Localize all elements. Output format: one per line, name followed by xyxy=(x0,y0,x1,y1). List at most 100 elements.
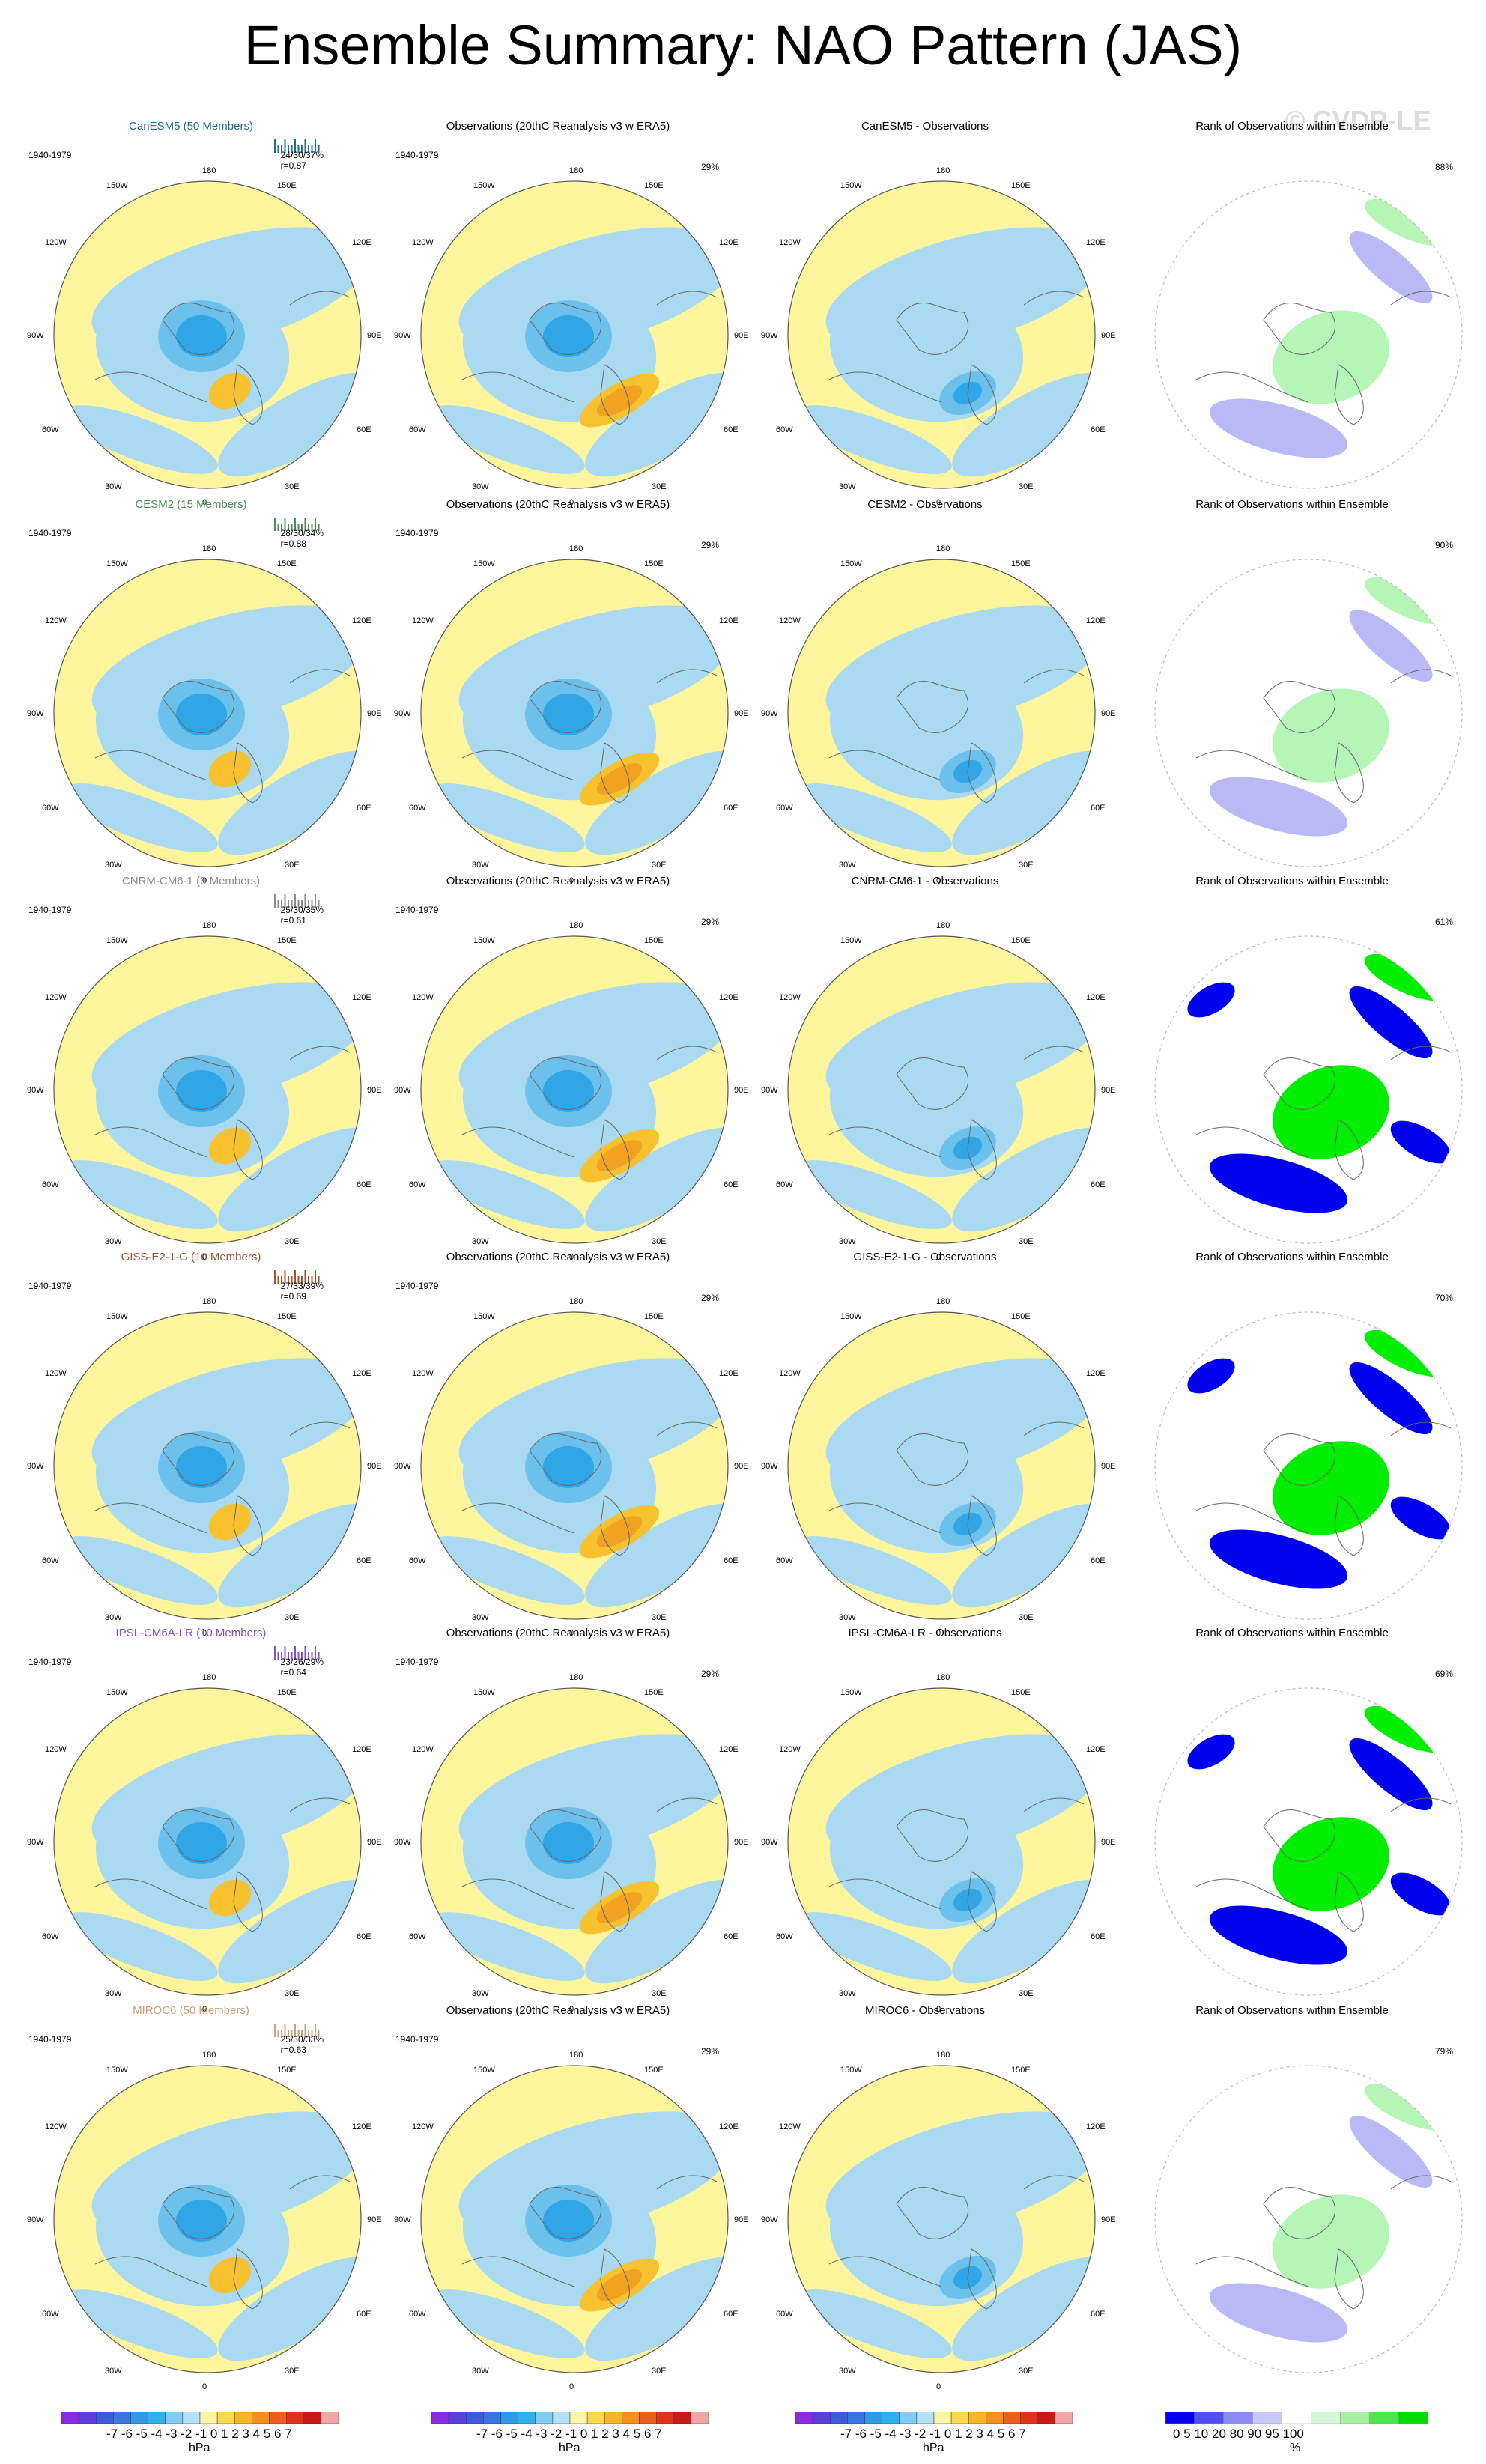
panel-rank-row-1: Rank of Observations within Ensemble 88% xyxy=(1123,120,1463,489)
negative-anomaly-core xyxy=(543,1446,594,1488)
longitude-label: 0 xyxy=(202,2382,207,2391)
rank-high-region xyxy=(1273,1817,1389,1911)
longitude-label: 90W xyxy=(394,1838,411,1847)
longitude-label: 60W xyxy=(409,1180,426,1189)
ensemble-stats: 25/30/33% r=0.63 xyxy=(281,2034,324,2055)
panel-obs-row-4: Observations (20thC Reanalysis v3 w ERA5… xyxy=(389,1251,749,1638)
longitude-label: 150E xyxy=(1011,1312,1031,1321)
colorbar-swatch xyxy=(113,2411,131,2424)
coastline xyxy=(94,291,351,425)
longitude-label: 0 xyxy=(202,498,207,507)
longitude-label: 60W xyxy=(409,1932,426,1941)
colorbar-swatch xyxy=(199,2411,218,2424)
longitude-label: 150E xyxy=(644,559,664,568)
longitude-label: 120W xyxy=(779,2122,801,2131)
longitude-label: 90W xyxy=(27,331,44,340)
period-label: 1940-1979 xyxy=(395,1281,439,1291)
rank-low-region xyxy=(1209,1153,1348,1213)
polar-map xyxy=(53,1687,362,1996)
longitude-label: 120E xyxy=(1086,1369,1106,1378)
longitude-label: 60E xyxy=(1091,2310,1106,2319)
map-border xyxy=(53,559,362,867)
longitude-label: 30W xyxy=(839,1613,856,1622)
polar-map xyxy=(1154,1687,1463,1996)
longitude-label: 30E xyxy=(652,2367,667,2376)
longitude-label: 60E xyxy=(724,1556,739,1565)
longitude-label: 150W xyxy=(473,936,495,945)
ensemble-spread-ticks xyxy=(274,894,320,908)
coastline xyxy=(1195,1797,1452,1932)
coastline xyxy=(94,669,351,804)
panel-rank-row-3: Rank of Observations within Ensemble 61% xyxy=(1123,875,1463,1244)
panel-title: Rank of Observations within Ensemble xyxy=(1195,1627,1389,1639)
map-border xyxy=(787,935,1096,1244)
positive-anomaly-core xyxy=(596,385,643,416)
panel-title: Rank of Observations within Ensemble xyxy=(1195,498,1389,511)
explained-variance: 29% xyxy=(700,162,719,172)
negative-anomaly-band xyxy=(585,750,728,855)
map-border xyxy=(1154,559,1463,867)
ensemble-stats-range: 25/30/33% xyxy=(280,2034,324,2045)
rank-low-region xyxy=(1209,398,1348,458)
panel-rank-row-6: Rank of Observations within Ensemble 79% xyxy=(1123,2004,1463,2373)
colorbar-hpa-1: -7 -6 -5 -4 -3 -2 -1 0 1 2 3 4 5 6 7 hPa xyxy=(54,2411,346,2464)
longitude-label: 120E xyxy=(352,993,372,1002)
colorbar-swatch xyxy=(968,2411,986,2424)
longitude-label: 180 xyxy=(569,921,583,930)
positive-anomaly-core xyxy=(208,1879,252,1917)
colorbar-swatch xyxy=(269,2411,287,2424)
pattern-correlation: r=0.63 xyxy=(280,2045,306,2055)
coastline xyxy=(828,291,1085,425)
colorbar-swatch xyxy=(303,2411,322,2424)
longitude-label: 60E xyxy=(1091,1556,1106,1565)
longitude-label: 150E xyxy=(277,936,297,945)
rank-low-region xyxy=(1187,982,1235,1018)
longitude-label: 0 xyxy=(936,2382,941,2391)
longitude-label: 0 xyxy=(936,498,941,507)
period-label: 1940-1979 xyxy=(28,2034,72,2045)
longitude-label: 150W xyxy=(840,1688,862,1697)
negative-anomaly-band xyxy=(796,783,952,852)
longitude-label: 120E xyxy=(719,2122,739,2131)
longitude-label: 180 xyxy=(569,1673,583,1682)
ensemble-stats: 25/30/35% r=0.61 xyxy=(281,905,324,926)
negative-anomaly-band xyxy=(952,1127,1095,1232)
colorbar-swatch xyxy=(78,2411,97,2424)
colorbar-labels: 0 5 10 20 80 90 95 100 xyxy=(1173,2427,1304,2441)
ensemble-stats-range: 27/33/39% xyxy=(280,1281,324,1291)
polar-map xyxy=(1154,180,1463,489)
map-border xyxy=(1154,2065,1463,2373)
longitude-label: 60E xyxy=(724,1932,739,1941)
colorbar-swatch xyxy=(1055,2411,1073,2424)
longitude-label: 90E xyxy=(1101,709,1116,718)
longitude-label: 150W xyxy=(840,181,862,190)
rank-low-region xyxy=(1349,2115,1433,2188)
pattern-correlation: r=0.88 xyxy=(280,538,306,549)
longitude-label: 150W xyxy=(840,559,862,568)
colorbar-rank: 0 5 10 20 80 90 95 100 % xyxy=(1158,2411,1435,2464)
colorbar-swatch xyxy=(552,2411,571,2424)
colorbar-swatches xyxy=(431,2411,709,2424)
longitude-label: 30E xyxy=(1019,861,1034,870)
longitude-label: 30W xyxy=(472,1237,489,1246)
longitude-label: 180 xyxy=(202,166,216,175)
rank-high-region xyxy=(1273,2194,1389,2289)
longitude-label: 60E xyxy=(1091,425,1106,434)
longitude-label: 180 xyxy=(936,921,950,930)
negative-anomaly-band xyxy=(429,2289,585,2358)
longitude-label: 120E xyxy=(719,616,739,625)
explained-variance: 29% xyxy=(700,540,719,550)
longitude-label: 0 xyxy=(936,2005,941,2014)
longitude-label: 0 xyxy=(569,2005,574,2014)
colorbar-hpa-3: -7 -6 -5 -4 -3 -2 -1 0 1 2 3 4 5 6 7 hPa xyxy=(788,2411,1080,2464)
panel-title: MIROC6 (50 Members) xyxy=(133,2004,249,2017)
colorbar-swatch xyxy=(691,2411,709,2424)
longitude-label: 150E xyxy=(1011,1688,1031,1697)
polar-map xyxy=(420,559,729,867)
panel-diff-row-3: CNRM-CM6-1 - Observations 180 0 150W 150E 120… xyxy=(756,875,1116,1262)
colorbar-swatch xyxy=(1194,2411,1225,2424)
colorbar-swatch xyxy=(1165,2411,1195,2424)
map-border xyxy=(1154,1311,1463,1620)
panel-diff-row-1: CanESM5 - Observations 180 0 150W 150E 120W 12… xyxy=(756,120,1116,507)
map-border xyxy=(787,559,1096,867)
